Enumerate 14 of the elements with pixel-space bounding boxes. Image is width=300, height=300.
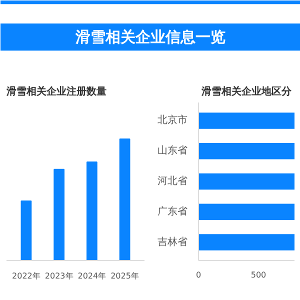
- chart-title: 滑雪相关企业地区分: [200, 86, 292, 98]
- y-tick-label: 山东省: [158, 144, 188, 157]
- x-tick-label: 0: [196, 270, 202, 280]
- chart-title: 滑雪相关企业注册数量: [6, 86, 106, 98]
- y-tick-label: 北京市: [158, 114, 188, 126]
- x-tick-label: 2025年: [110, 272, 139, 280]
- y-tick-label: 吉林省: [158, 236, 188, 248]
- x-tick-label: 500: [250, 270, 266, 280]
- y-tick-label: 河北省: [158, 175, 188, 187]
- y-tick-label: 广东省: [158, 205, 188, 218]
- x-tick-label: 2023年: [44, 272, 74, 280]
- x-tick-label: 2024年: [78, 272, 106, 280]
- text: 滑雪相关企业信息一览: [74, 28, 226, 46]
- x-tick-label: 2022年: [12, 272, 40, 280]
